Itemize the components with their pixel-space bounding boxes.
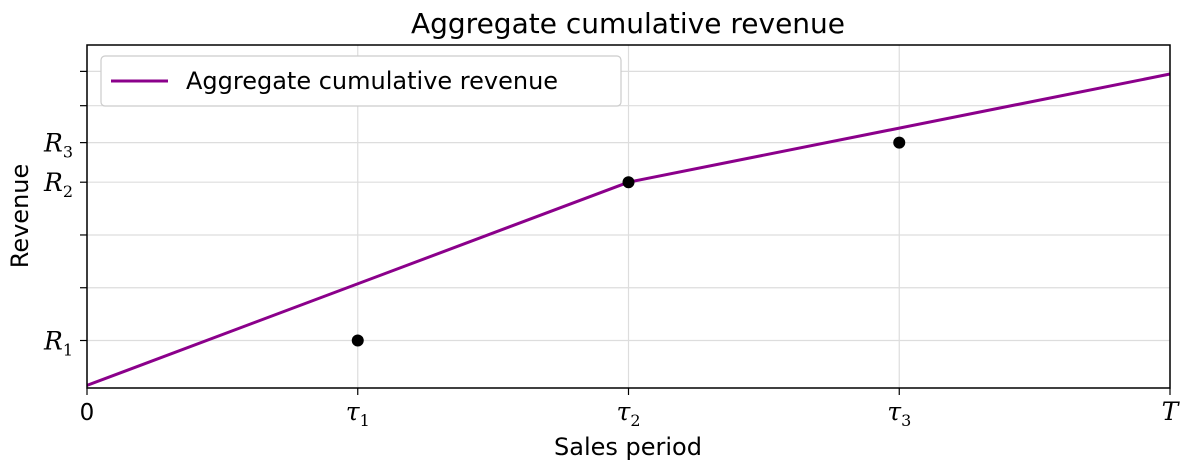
legend-label: Aggregate cumulative revenue [186, 67, 558, 95]
chart-title: Aggregate cumulative revenue [411, 7, 845, 40]
y-tick-label: R1 [43, 327, 73, 360]
x-axis-label: Sales period [554, 433, 702, 461]
y-axis-label: Revenue [6, 164, 34, 269]
x-tick-label: τ2 [616, 397, 640, 430]
x-tick-label: 0 [80, 400, 95, 426]
data-point [351, 334, 364, 347]
x-tick-label: T [1162, 397, 1181, 426]
ticks: 0 τ1 τ2 τ3 T R1 R2 R3 [43, 70, 1181, 430]
data-point [622, 176, 635, 189]
point-layer [351, 136, 906, 347]
legend: Aggregate cumulative revenue [100, 55, 622, 107]
data-point [893, 136, 906, 149]
y-tick-label: R3 [43, 129, 73, 162]
y-tick-label: R2 [43, 168, 73, 201]
x-tick-label: τ1 [346, 397, 370, 430]
legend-box [100, 55, 622, 107]
x-tick-label: τ3 [887, 397, 911, 430]
